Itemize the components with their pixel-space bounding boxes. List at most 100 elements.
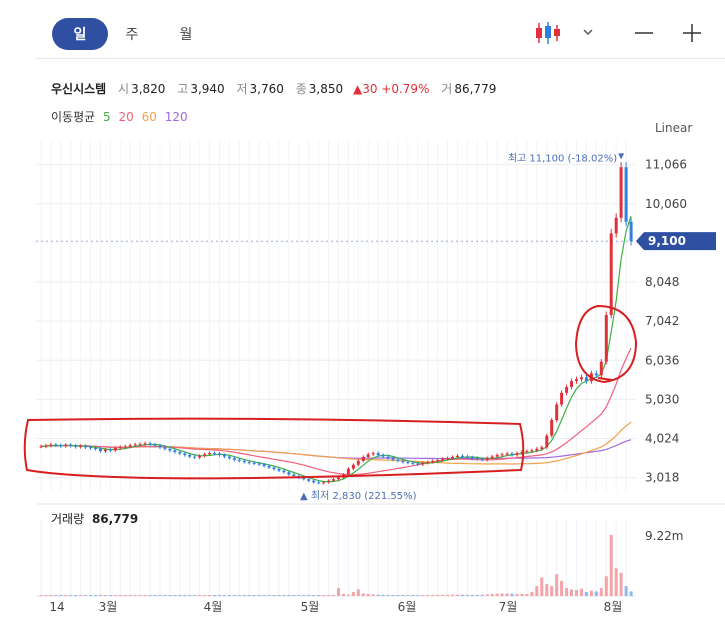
volume-bar bbox=[604, 576, 608, 596]
candle-body bbox=[609, 233, 613, 315]
candle-body bbox=[461, 455, 464, 457]
tab-day[interactable]: 일 bbox=[52, 18, 108, 50]
candle-body bbox=[485, 458, 489, 460]
candle-body bbox=[123, 446, 127, 448]
candle-body bbox=[560, 392, 564, 405]
candle-body bbox=[371, 453, 375, 455]
ma120-label[interactable]: 120 bbox=[164, 110, 188, 124]
volume-bar bbox=[589, 590, 593, 596]
volume-bar bbox=[525, 594, 529, 596]
candle-body bbox=[148, 443, 152, 445]
volume-axis-label: 9.22m bbox=[645, 529, 683, 543]
ma5-label[interactable]: 5 bbox=[103, 110, 111, 124]
candle-body bbox=[153, 444, 157, 446]
volume-bar bbox=[570, 589, 573, 596]
volume-bar bbox=[69, 595, 73, 596]
candle-body bbox=[436, 460, 440, 462]
candle-body bbox=[272, 467, 276, 470]
annotations bbox=[23, 304, 638, 480]
price-markers: 최고 11,100 (-18.02%) ▲ 최저 2,830 (221.55%) 9… bbox=[36, 152, 716, 502]
candle-body bbox=[292, 474, 296, 477]
volume-bar bbox=[406, 595, 410, 596]
candle-body bbox=[64, 444, 68, 447]
volume-bar bbox=[94, 595, 97, 596]
volume-bar bbox=[401, 595, 405, 596]
ma20-label[interactable]: 20 bbox=[118, 110, 134, 124]
x-tick-label: 8월 bbox=[604, 600, 623, 614]
candle-body bbox=[327, 480, 331, 483]
candle-body bbox=[128, 445, 132, 447]
high-price-marker: 최고 11,100 (-18.02%) bbox=[508, 152, 617, 164]
volume-bar bbox=[183, 595, 187, 596]
volume-bar bbox=[530, 592, 534, 596]
candle-body bbox=[99, 448, 102, 452]
volume-bar bbox=[485, 594, 489, 596]
volume-bar bbox=[39, 595, 43, 596]
candle-body bbox=[74, 445, 78, 447]
candlestick-icon[interactable] bbox=[534, 20, 562, 46]
candle-body bbox=[287, 472, 291, 475]
candle-body bbox=[312, 480, 316, 483]
volume-bar bbox=[609, 535, 613, 596]
x-tick-label: 4월 bbox=[204, 600, 223, 614]
volume-bar bbox=[346, 594, 350, 596]
tab-month[interactable]: 월 bbox=[179, 27, 193, 43]
low-price-marker: ▲ 최저 2,830 (221.55%) bbox=[300, 490, 417, 502]
volume-header-value: 86,779 bbox=[91, 512, 139, 526]
volume-bar bbox=[188, 595, 192, 596]
chevron-down-icon[interactable] bbox=[580, 24, 596, 40]
change-value: ▲30 +0.79% bbox=[352, 82, 430, 96]
candle-body bbox=[168, 448, 172, 451]
candle-body bbox=[361, 457, 365, 461]
candle-body bbox=[332, 479, 335, 481]
volume-bar bbox=[148, 595, 152, 596]
candle-body bbox=[599, 361, 603, 376]
annotation-box bbox=[23, 417, 525, 480]
volume-bar bbox=[178, 595, 182, 596]
candle-body bbox=[79, 446, 83, 448]
volume-bar bbox=[247, 595, 251, 596]
candle-body bbox=[188, 455, 192, 457]
high-label: 고 bbox=[177, 82, 189, 96]
volume-bar bbox=[515, 593, 519, 596]
annotation-circle bbox=[574, 304, 638, 384]
volume-bar bbox=[193, 595, 197, 596]
candle-body bbox=[222, 455, 226, 457]
volume-bar bbox=[565, 588, 569, 596]
volume-bar bbox=[227, 595, 231, 596]
candle-body bbox=[401, 460, 405, 463]
candle-body bbox=[89, 447, 93, 449]
volume-bar bbox=[297, 595, 301, 596]
volume-bar bbox=[44, 595, 48, 596]
volume-bar bbox=[322, 595, 326, 596]
candle-body bbox=[391, 458, 395, 460]
candle-body bbox=[451, 457, 454, 459]
candle-body bbox=[406, 462, 410, 464]
volume-bar bbox=[232, 595, 236, 596]
candle-body bbox=[396, 459, 400, 461]
volume-bar bbox=[267, 595, 271, 596]
x-tick-label: 3월 bbox=[99, 600, 118, 614]
y-tick-label: 3,018 bbox=[645, 471, 679, 485]
current-price-label: 9,100 bbox=[648, 234, 686, 248]
volume-bar bbox=[376, 594, 380, 596]
candle-body bbox=[208, 453, 212, 455]
zoom-in-icon[interactable] bbox=[678, 20, 706, 46]
y-tick-label: 10,060 bbox=[645, 197, 687, 211]
y-tick-label: 7,042 bbox=[645, 314, 679, 328]
candle-body bbox=[500, 454, 504, 456]
volume-bar bbox=[366, 594, 370, 596]
volume-bar bbox=[351, 592, 355, 596]
candle-body bbox=[604, 315, 608, 362]
zoom-out-icon[interactable] bbox=[630, 20, 658, 46]
volume-bar bbox=[475, 595, 479, 596]
volume-bar bbox=[540, 577, 544, 596]
volume-bar bbox=[168, 595, 172, 596]
candle-body bbox=[322, 482, 326, 484]
scale-mode-label[interactable]: Linear bbox=[655, 121, 693, 135]
candle-body bbox=[158, 445, 162, 448]
volume-bar bbox=[545, 584, 549, 596]
ma60-label[interactable]: 60 bbox=[141, 110, 157, 124]
tab-week[interactable]: 주 bbox=[125, 27, 139, 43]
